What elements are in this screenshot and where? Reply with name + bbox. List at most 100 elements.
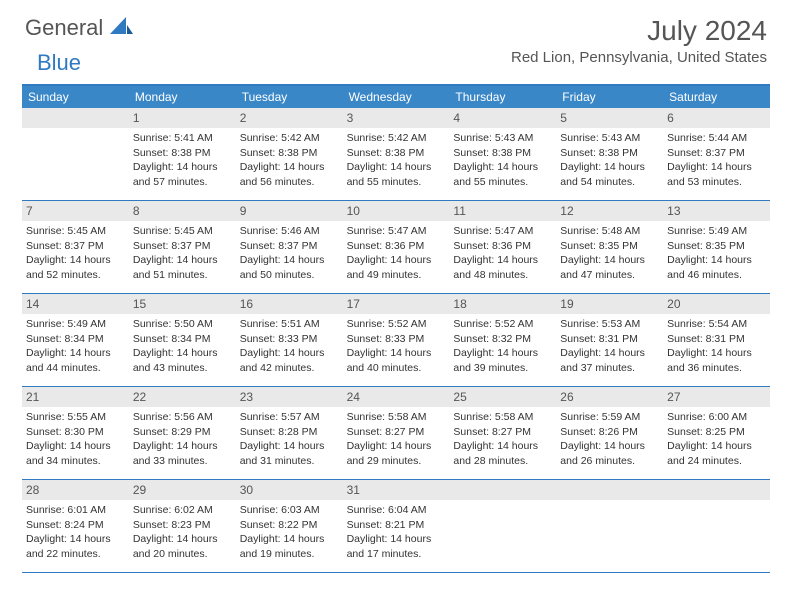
daylight-line: Daylight: 14 hours and 56 minutes. [240, 160, 339, 189]
sunset-line: Sunset: 8:27 PM [347, 425, 446, 440]
sunset-line: Sunset: 8:38 PM [560, 146, 659, 161]
sunrise-line: Sunrise: 5:45 AM [26, 224, 125, 239]
day-20: 20Sunrise: 5:54 AMSunset: 8:31 PMDayligh… [663, 294, 770, 386]
daylight-line: Daylight: 14 hours and 31 minutes. [240, 439, 339, 468]
sunrise-line: Sunrise: 5:48 AM [560, 224, 659, 239]
daylight-line: Daylight: 14 hours and 47 minutes. [560, 253, 659, 282]
sunrise-line: Sunrise: 5:41 AM [133, 131, 232, 146]
day-3: 3Sunrise: 5:42 AMSunset: 8:38 PMDaylight… [343, 108, 450, 200]
sunrise-line: Sunrise: 5:52 AM [453, 317, 552, 332]
daylight-line: Daylight: 14 hours and 22 minutes. [26, 532, 125, 561]
daylight-line: Daylight: 14 hours and 54 minutes. [560, 160, 659, 189]
day-number: 4 [449, 108, 556, 128]
sunrise-line: Sunrise: 5:52 AM [347, 317, 446, 332]
day-14: 14Sunrise: 5:49 AMSunset: 8:34 PMDayligh… [22, 294, 129, 386]
day-number: 11 [449, 201, 556, 221]
day-number: 18 [449, 294, 556, 314]
day-27: 27Sunrise: 6:00 AMSunset: 8:25 PMDayligh… [663, 387, 770, 479]
week-row: 14Sunrise: 5:49 AMSunset: 8:34 PMDayligh… [22, 294, 770, 387]
dow-tuesday: Tuesday [236, 86, 343, 108]
sunset-line: Sunset: 8:38 PM [347, 146, 446, 161]
daylight-line: Daylight: 14 hours and 55 minutes. [453, 160, 552, 189]
daylight-line: Daylight: 14 hours and 57 minutes. [133, 160, 232, 189]
sunrise-line: Sunrise: 6:04 AM [347, 503, 446, 518]
sunset-line: Sunset: 8:24 PM [26, 518, 125, 533]
dow-sunday: Sunday [22, 86, 129, 108]
day-number: · [663, 480, 770, 500]
daylight-line: Daylight: 14 hours and 49 minutes. [347, 253, 446, 282]
daylight-line: Daylight: 14 hours and 42 minutes. [240, 346, 339, 375]
sunrise-line: Sunrise: 5:43 AM [560, 131, 659, 146]
dow-wednesday: Wednesday [343, 86, 450, 108]
daylight-line: Daylight: 14 hours and 34 minutes. [26, 439, 125, 468]
sunrise-line: Sunrise: 5:57 AM [240, 410, 339, 425]
sunset-line: Sunset: 8:26 PM [560, 425, 659, 440]
sunrise-line: Sunrise: 5:42 AM [240, 131, 339, 146]
dow-row: SundayMondayTuesdayWednesdayThursdayFrid… [22, 86, 770, 108]
day-2: 2Sunrise: 5:42 AMSunset: 8:38 PMDaylight… [236, 108, 343, 200]
sunset-line: Sunset: 8:32 PM [453, 332, 552, 347]
day-16: 16Sunrise: 5:51 AMSunset: 8:33 PMDayligh… [236, 294, 343, 386]
day-number: 22 [129, 387, 236, 407]
day-19: 19Sunrise: 5:53 AMSunset: 8:31 PMDayligh… [556, 294, 663, 386]
daylight-line: Daylight: 14 hours and 55 minutes. [347, 160, 446, 189]
dow-thursday: Thursday [449, 86, 556, 108]
week-row: ·1Sunrise: 5:41 AMSunset: 8:38 PMDayligh… [22, 108, 770, 201]
day-23: 23Sunrise: 5:57 AMSunset: 8:28 PMDayligh… [236, 387, 343, 479]
day-number: 17 [343, 294, 450, 314]
sunset-line: Sunset: 8:38 PM [453, 146, 552, 161]
sunrise-line: Sunrise: 5:58 AM [453, 410, 552, 425]
day-number: 16 [236, 294, 343, 314]
sunset-line: Sunset: 8:36 PM [453, 239, 552, 254]
day-number: 30 [236, 480, 343, 500]
sunset-line: Sunset: 8:34 PM [133, 332, 232, 347]
sunset-line: Sunset: 8:30 PM [26, 425, 125, 440]
logo-text-general: General [25, 15, 103, 41]
sunset-line: Sunset: 8:23 PM [133, 518, 232, 533]
day-21: 21 Sunrise: 5:55 AMSunset: 8:30 PMDayligh… [22, 387, 129, 479]
daylight-line: Daylight: 14 hours and 46 minutes. [667, 253, 766, 282]
day-number: · [22, 108, 129, 128]
day-4: 4Sunrise: 5:43 AMSunset: 8:38 PMDaylight… [449, 108, 556, 200]
sunset-line: Sunset: 8:37 PM [240, 239, 339, 254]
day-number: 26 [556, 387, 663, 407]
day-13: 13Sunrise: 5:49 AMSunset: 8:35 PMDayligh… [663, 201, 770, 293]
logo-text-blue: Blue [37, 50, 81, 76]
daylight-line: Daylight: 14 hours and 48 minutes. [453, 253, 552, 282]
sunset-line: Sunset: 8:38 PM [133, 146, 232, 161]
daylight-line: Daylight: 14 hours and 17 minutes. [347, 532, 446, 561]
sunset-line: Sunset: 8:22 PM [240, 518, 339, 533]
day-1: 1 Sunrise: 5:41 AMSunset: 8:38 PMDaylight… [129, 108, 236, 200]
day-number: 3 [343, 108, 450, 128]
sunrise-line: Sunrise: 6:01 AM [26, 503, 125, 518]
daylight-line: Daylight: 14 hours and 51 minutes. [133, 253, 232, 282]
dow-monday: Monday [129, 86, 236, 108]
daylight-line: Daylight: 14 hours and 36 minutes. [667, 346, 766, 375]
day-number: 10 [343, 201, 450, 221]
day-number: 31 [343, 480, 450, 500]
day-25: 25Sunrise: 5:58 AMSunset: 8:27 PMDayligh… [449, 387, 556, 479]
day-28: 28 Sunrise: 6:01 AMSunset: 8:24 PMDayligh… [22, 480, 129, 572]
day-number: 15 [129, 294, 236, 314]
sunset-line: Sunset: 8:31 PM [560, 332, 659, 347]
daylight-line: Daylight: 14 hours and 50 minutes. [240, 253, 339, 282]
sunrise-line: Sunrise: 5:47 AM [453, 224, 552, 239]
day-number: 20 [663, 294, 770, 314]
day-number: 28 [22, 480, 129, 500]
day-number: 1 [129, 108, 236, 128]
day-number: 21 [22, 387, 129, 407]
day-6: 6Sunrise: 5:44 AMSunset: 8:37 PMDaylight… [663, 108, 770, 200]
sunrise-line: Sunrise: 6:02 AM [133, 503, 232, 518]
day-17: 17Sunrise: 5:52 AMSunset: 8:33 PMDayligh… [343, 294, 450, 386]
day-26: 26Sunrise: 5:59 AMSunset: 8:26 PMDayligh… [556, 387, 663, 479]
sunrise-line: Sunrise: 5:56 AM [133, 410, 232, 425]
sunrise-line: Sunrise: 5:53 AM [560, 317, 659, 332]
day-number: 12 [556, 201, 663, 221]
sunrise-line: Sunrise: 5:44 AM [667, 131, 766, 146]
day-empty: · [663, 480, 770, 572]
sunrise-line: Sunrise: 5:58 AM [347, 410, 446, 425]
sunset-line: Sunset: 8:38 PM [240, 146, 339, 161]
sunrise-line: Sunrise: 5:55 AM [26, 410, 125, 425]
day-30: 30Sunrise: 6:03 AMSunset: 8:22 PMDayligh… [236, 480, 343, 572]
week-row: 21Sunrise: 5:55 AMSunset: 8:30 PMDayligh… [22, 387, 770, 480]
